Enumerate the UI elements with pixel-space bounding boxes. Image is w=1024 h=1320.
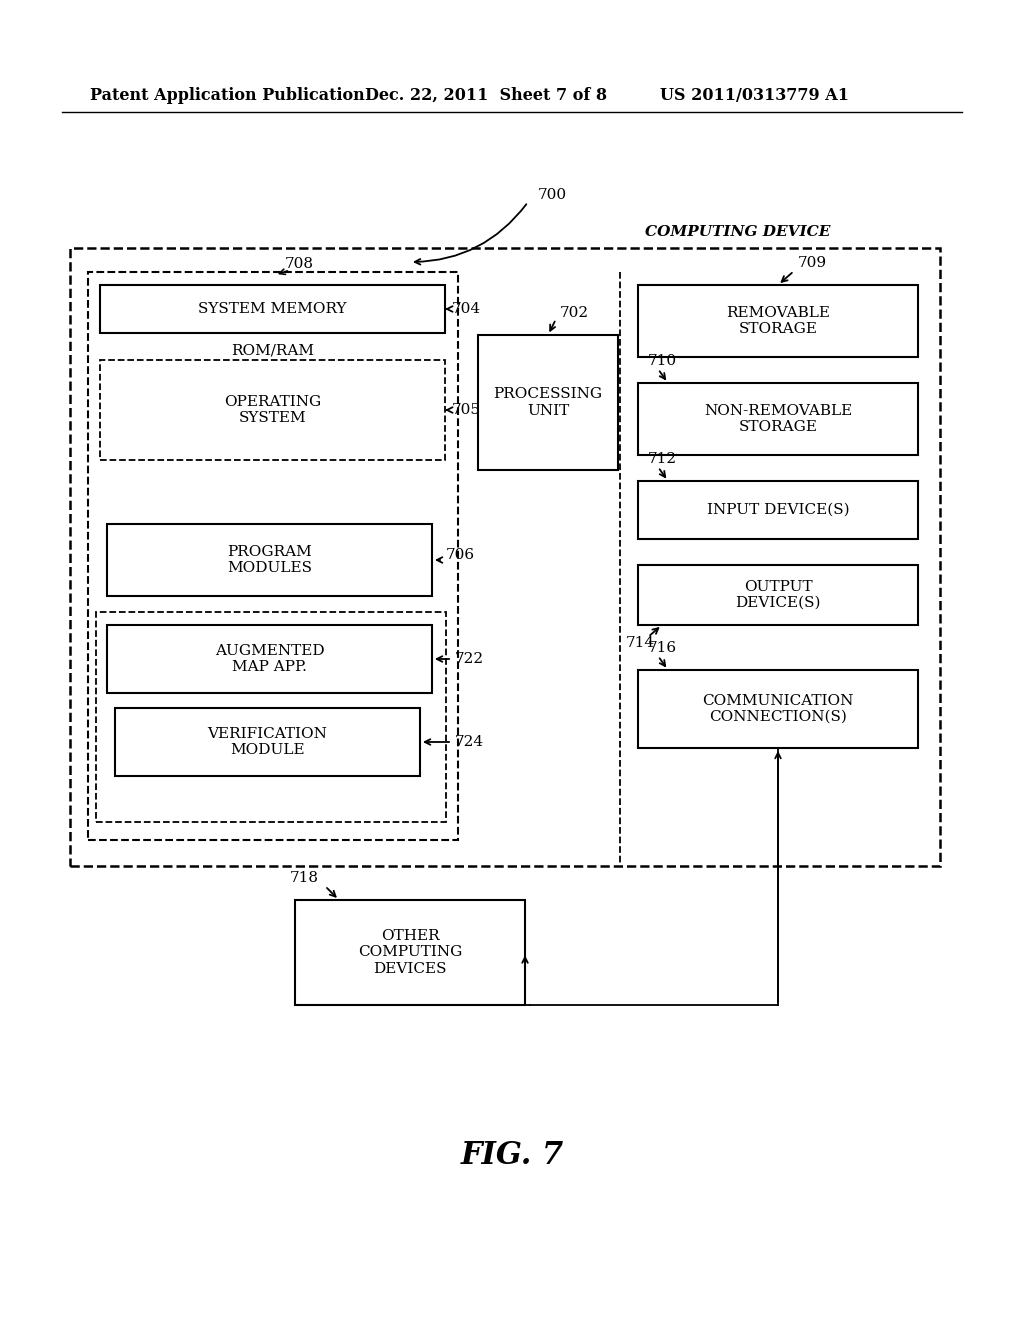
Bar — [638, 671, 918, 748]
Text: AUGMENTED
MAP APP.: AUGMENTED MAP APP. — [215, 644, 325, 675]
Bar — [106, 624, 432, 693]
Text: PROCESSING
UNIT: PROCESSING UNIT — [494, 387, 602, 417]
Bar — [70, 248, 940, 866]
Bar — [100, 360, 445, 459]
Bar — [115, 708, 420, 776]
Text: Dec. 22, 2011  Sheet 7 of 8: Dec. 22, 2011 Sheet 7 of 8 — [365, 87, 607, 103]
Bar — [106, 524, 432, 597]
Text: 722: 722 — [455, 652, 484, 667]
Text: VERIFICATION
MODULE: VERIFICATION MODULE — [208, 727, 328, 758]
Bar — [638, 285, 918, 356]
Text: 704: 704 — [452, 302, 481, 315]
Text: FIG. 7: FIG. 7 — [461, 1139, 563, 1171]
Bar — [478, 335, 618, 470]
Text: 709: 709 — [798, 256, 827, 271]
Text: REMOVABLE
STORAGE: REMOVABLE STORAGE — [726, 306, 830, 337]
Bar — [638, 565, 918, 624]
Text: 718: 718 — [290, 871, 319, 884]
Text: 724: 724 — [455, 735, 484, 748]
Text: 712: 712 — [648, 451, 677, 466]
Text: 714: 714 — [626, 636, 655, 649]
Bar — [638, 480, 918, 539]
Text: 708: 708 — [285, 257, 314, 271]
Text: OPERATING
SYSTEM: OPERATING SYSTEM — [224, 395, 322, 425]
Bar — [88, 272, 458, 840]
Bar — [96, 612, 446, 822]
Text: 705: 705 — [452, 403, 481, 417]
Text: OUTPUT
DEVICE(S): OUTPUT DEVICE(S) — [735, 579, 821, 610]
Text: 716: 716 — [648, 642, 677, 655]
Text: Patent Application Publication: Patent Application Publication — [90, 87, 365, 103]
Text: 706: 706 — [446, 548, 475, 562]
Text: NON-REMOVABLE
STORAGE: NON-REMOVABLE STORAGE — [703, 404, 852, 434]
Bar — [295, 900, 525, 1005]
Text: COMMUNICATION
CONNECTION(S): COMMUNICATION CONNECTION(S) — [702, 694, 854, 725]
Text: 700: 700 — [538, 187, 567, 202]
Text: SYSTEM MEMORY: SYSTEM MEMORY — [199, 302, 347, 315]
Bar — [100, 285, 445, 333]
Text: ROM/RAM: ROM/RAM — [231, 345, 314, 358]
Bar — [638, 383, 918, 455]
Text: OTHER
COMPUTING
DEVICES: OTHER COMPUTING DEVICES — [357, 929, 462, 975]
Text: US 2011/0313779 A1: US 2011/0313779 A1 — [660, 87, 849, 103]
Text: PROGRAM
MODULES: PROGRAM MODULES — [227, 545, 312, 576]
Text: 702: 702 — [560, 306, 589, 319]
Text: COMPUTING DEVICE: COMPUTING DEVICE — [645, 224, 830, 239]
Text: 710: 710 — [648, 354, 677, 368]
Text: INPUT DEVICE(S): INPUT DEVICE(S) — [707, 503, 849, 517]
